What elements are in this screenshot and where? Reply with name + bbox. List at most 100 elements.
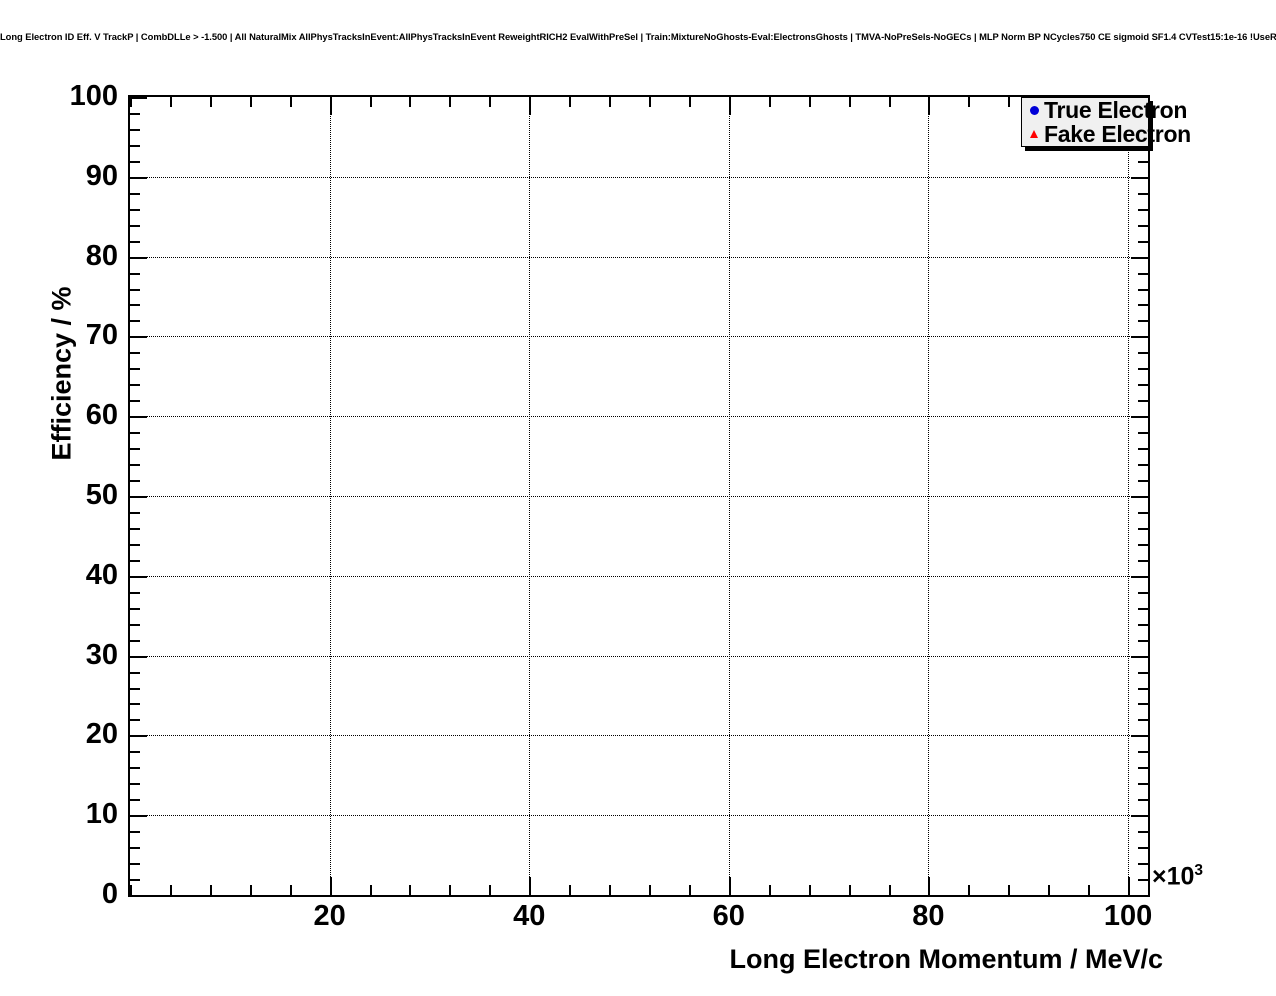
- x-tick-minor: [249, 97, 252, 107]
- x-tick-minor: [688, 885, 691, 895]
- x-tick-major: [329, 877, 332, 895]
- y-tick-minor: [130, 639, 140, 642]
- y-tick-minor: [1138, 799, 1148, 802]
- x-tick-minor: [130, 97, 132, 107]
- y-tick-label: 30: [85, 638, 118, 671]
- y-tick-label: 0: [101, 878, 118, 910]
- x-tick-label: 40: [513, 900, 546, 932]
- x-tick-minor: [569, 885, 572, 895]
- x-tick-minor: [888, 885, 891, 895]
- gridline-vertical: [529, 97, 531, 895]
- x-tick-minor: [808, 97, 811, 107]
- y-tick-label: 20: [85, 718, 118, 751]
- y-tick-minor: [130, 304, 140, 307]
- y-tick-minor: [130, 400, 140, 403]
- y-tick-label: 100: [69, 80, 118, 112]
- y-tick-label: 60: [85, 399, 118, 432]
- gridline-vertical: [1128, 97, 1130, 895]
- legend-entry-fake-electron[interactable]: Fake Electron: [1026, 122, 1191, 146]
- y-tick-minor: [1138, 448, 1148, 451]
- y-tick-major: [130, 655, 147, 658]
- y-tick-major: [130, 575, 147, 578]
- x-tick-minor: [409, 885, 412, 895]
- y-tick-minor: [1138, 847, 1148, 850]
- y-tick-minor: [1138, 879, 1148, 882]
- y-tick-minor: [130, 687, 140, 690]
- y-tick-label: 70: [85, 319, 118, 352]
- plot-frame: [128, 95, 1150, 897]
- y-tick-minor: [1138, 863, 1148, 866]
- x-tick-major: [1128, 877, 1131, 895]
- y-tick-minor: [1138, 368, 1148, 371]
- y-tick-minor: [1138, 543, 1148, 546]
- legend-entry-true-electron[interactable]: True Electron: [1026, 98, 1187, 122]
- y-tick-major: [1131, 416, 1148, 419]
- y-tick-minor: [130, 751, 140, 754]
- y-tick-major: [130, 97, 147, 99]
- x-tick-minor: [609, 97, 612, 107]
- x-tick-major: [928, 877, 931, 895]
- y-tick-minor: [1138, 224, 1148, 227]
- y-tick-major: [130, 815, 147, 818]
- x-tick-minor: [848, 885, 851, 895]
- x-exponent-power: 3: [1194, 862, 1204, 879]
- x-tick-minor: [648, 97, 651, 107]
- x-tick-minor: [808, 885, 811, 895]
- y-tick-minor: [1138, 480, 1148, 483]
- x-tick-minor: [1008, 97, 1011, 107]
- y-tick-major: [130, 176, 147, 179]
- y-tick-minor: [1138, 240, 1148, 243]
- x-tick-minor: [1088, 885, 1091, 895]
- x-tick-minor: [688, 97, 691, 107]
- x-tick-minor: [768, 885, 771, 895]
- y-tick-minor: [130, 671, 140, 674]
- x-tick-minor: [1048, 885, 1051, 895]
- y-tick-minor: [1138, 783, 1148, 786]
- x-tick-minor: [1008, 885, 1011, 895]
- gridline-horizontal: [130, 416, 1148, 418]
- y-tick-minor: [1138, 703, 1148, 706]
- y-axis-title: Efficiency / %: [46, 286, 77, 461]
- y-tick-minor: [130, 623, 140, 626]
- y-tick-minor: [130, 703, 140, 706]
- y-tick-major: [130, 256, 147, 259]
- y-tick-minor: [130, 432, 140, 435]
- y-tick-minor: [1138, 527, 1148, 530]
- y-tick-minor: [1138, 607, 1148, 610]
- x-tick-minor: [449, 885, 452, 895]
- y-tick-minor: [130, 767, 140, 770]
- y-tick-minor: [130, 847, 140, 850]
- y-tick-major: [1131, 176, 1148, 179]
- y-tick-label: 90: [85, 159, 118, 192]
- x-tick-major: [728, 97, 731, 115]
- x-tick-minor: [449, 97, 452, 107]
- gridline-horizontal: [130, 176, 1148, 178]
- y-tick-minor: [1138, 208, 1148, 211]
- gridline-horizontal: [130, 655, 1148, 657]
- y-tick-minor: [130, 863, 140, 866]
- plot-title: Long Electron ID Eff. V TrackP | CombDLL…: [0, 31, 1276, 42]
- y-tick-minor: [1138, 384, 1148, 387]
- gridline-horizontal: [130, 575, 1148, 577]
- y-tick-minor: [130, 879, 140, 882]
- y-tick-minor: [1138, 352, 1148, 355]
- y-tick-minor: [1138, 400, 1148, 403]
- y-tick-minor: [130, 368, 140, 371]
- x-tick-minor: [848, 97, 851, 107]
- y-tick-major: [130, 735, 147, 738]
- y-tick-major: [1131, 655, 1148, 658]
- x-tick-minor: [968, 885, 971, 895]
- y-tick-minor: [130, 240, 140, 243]
- y-tick-minor: [1138, 160, 1148, 163]
- y-tick-minor: [130, 144, 140, 147]
- y-tick-minor: [130, 208, 140, 211]
- x-tick-minor: [249, 885, 252, 895]
- x-tick-minor: [489, 97, 492, 107]
- y-tick-minor: [130, 224, 140, 227]
- legend-box[interactable]: True Electron Fake Electron: [1021, 97, 1191, 147]
- y-tick-minor: [1138, 559, 1148, 562]
- gridline-horizontal: [130, 815, 1148, 817]
- y-tick-minor: [130, 384, 140, 387]
- y-tick-minor: [1138, 288, 1148, 291]
- y-tick-minor: [130, 511, 140, 514]
